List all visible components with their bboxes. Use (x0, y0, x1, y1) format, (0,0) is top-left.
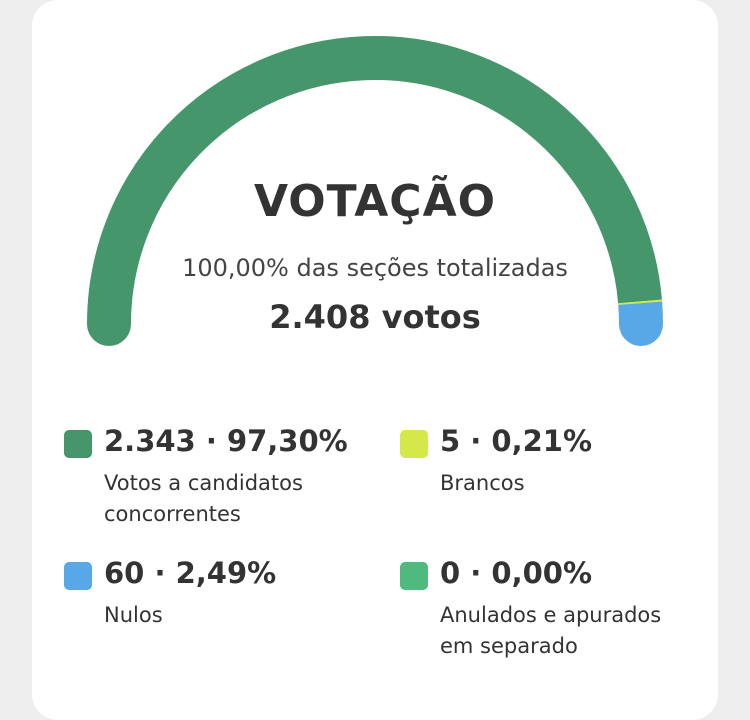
legend-label-brancos: Brancos (440, 468, 710, 499)
legend-label-anulados: Anulados e apurados em separado (440, 600, 690, 662)
legend-value-brancos: 5 · 0,21% (440, 424, 592, 458)
sections-totalized-text: 100,00% das seções totalizadas (0, 254, 750, 282)
legend-swatch-anulados (400, 562, 428, 590)
total-votes-text: 2.408 votos (0, 298, 750, 336)
gauge-title: VOTAÇÃO (0, 176, 750, 227)
legend-value-candidatos: 2.343 · 97,30% (104, 424, 348, 458)
legend-swatch-nulos (64, 562, 92, 590)
legend-value-anulados: 0 · 0,00% (440, 556, 592, 590)
legend-value-nulos: 60 · 2,49% (104, 556, 276, 590)
legend-swatch-brancos (400, 430, 428, 458)
legend-label-nulos: Nulos (104, 600, 374, 631)
legend-swatch-candidatos (64, 430, 92, 458)
legend-label-candidatos: Votos a candidatos concorrentes (104, 468, 334, 530)
